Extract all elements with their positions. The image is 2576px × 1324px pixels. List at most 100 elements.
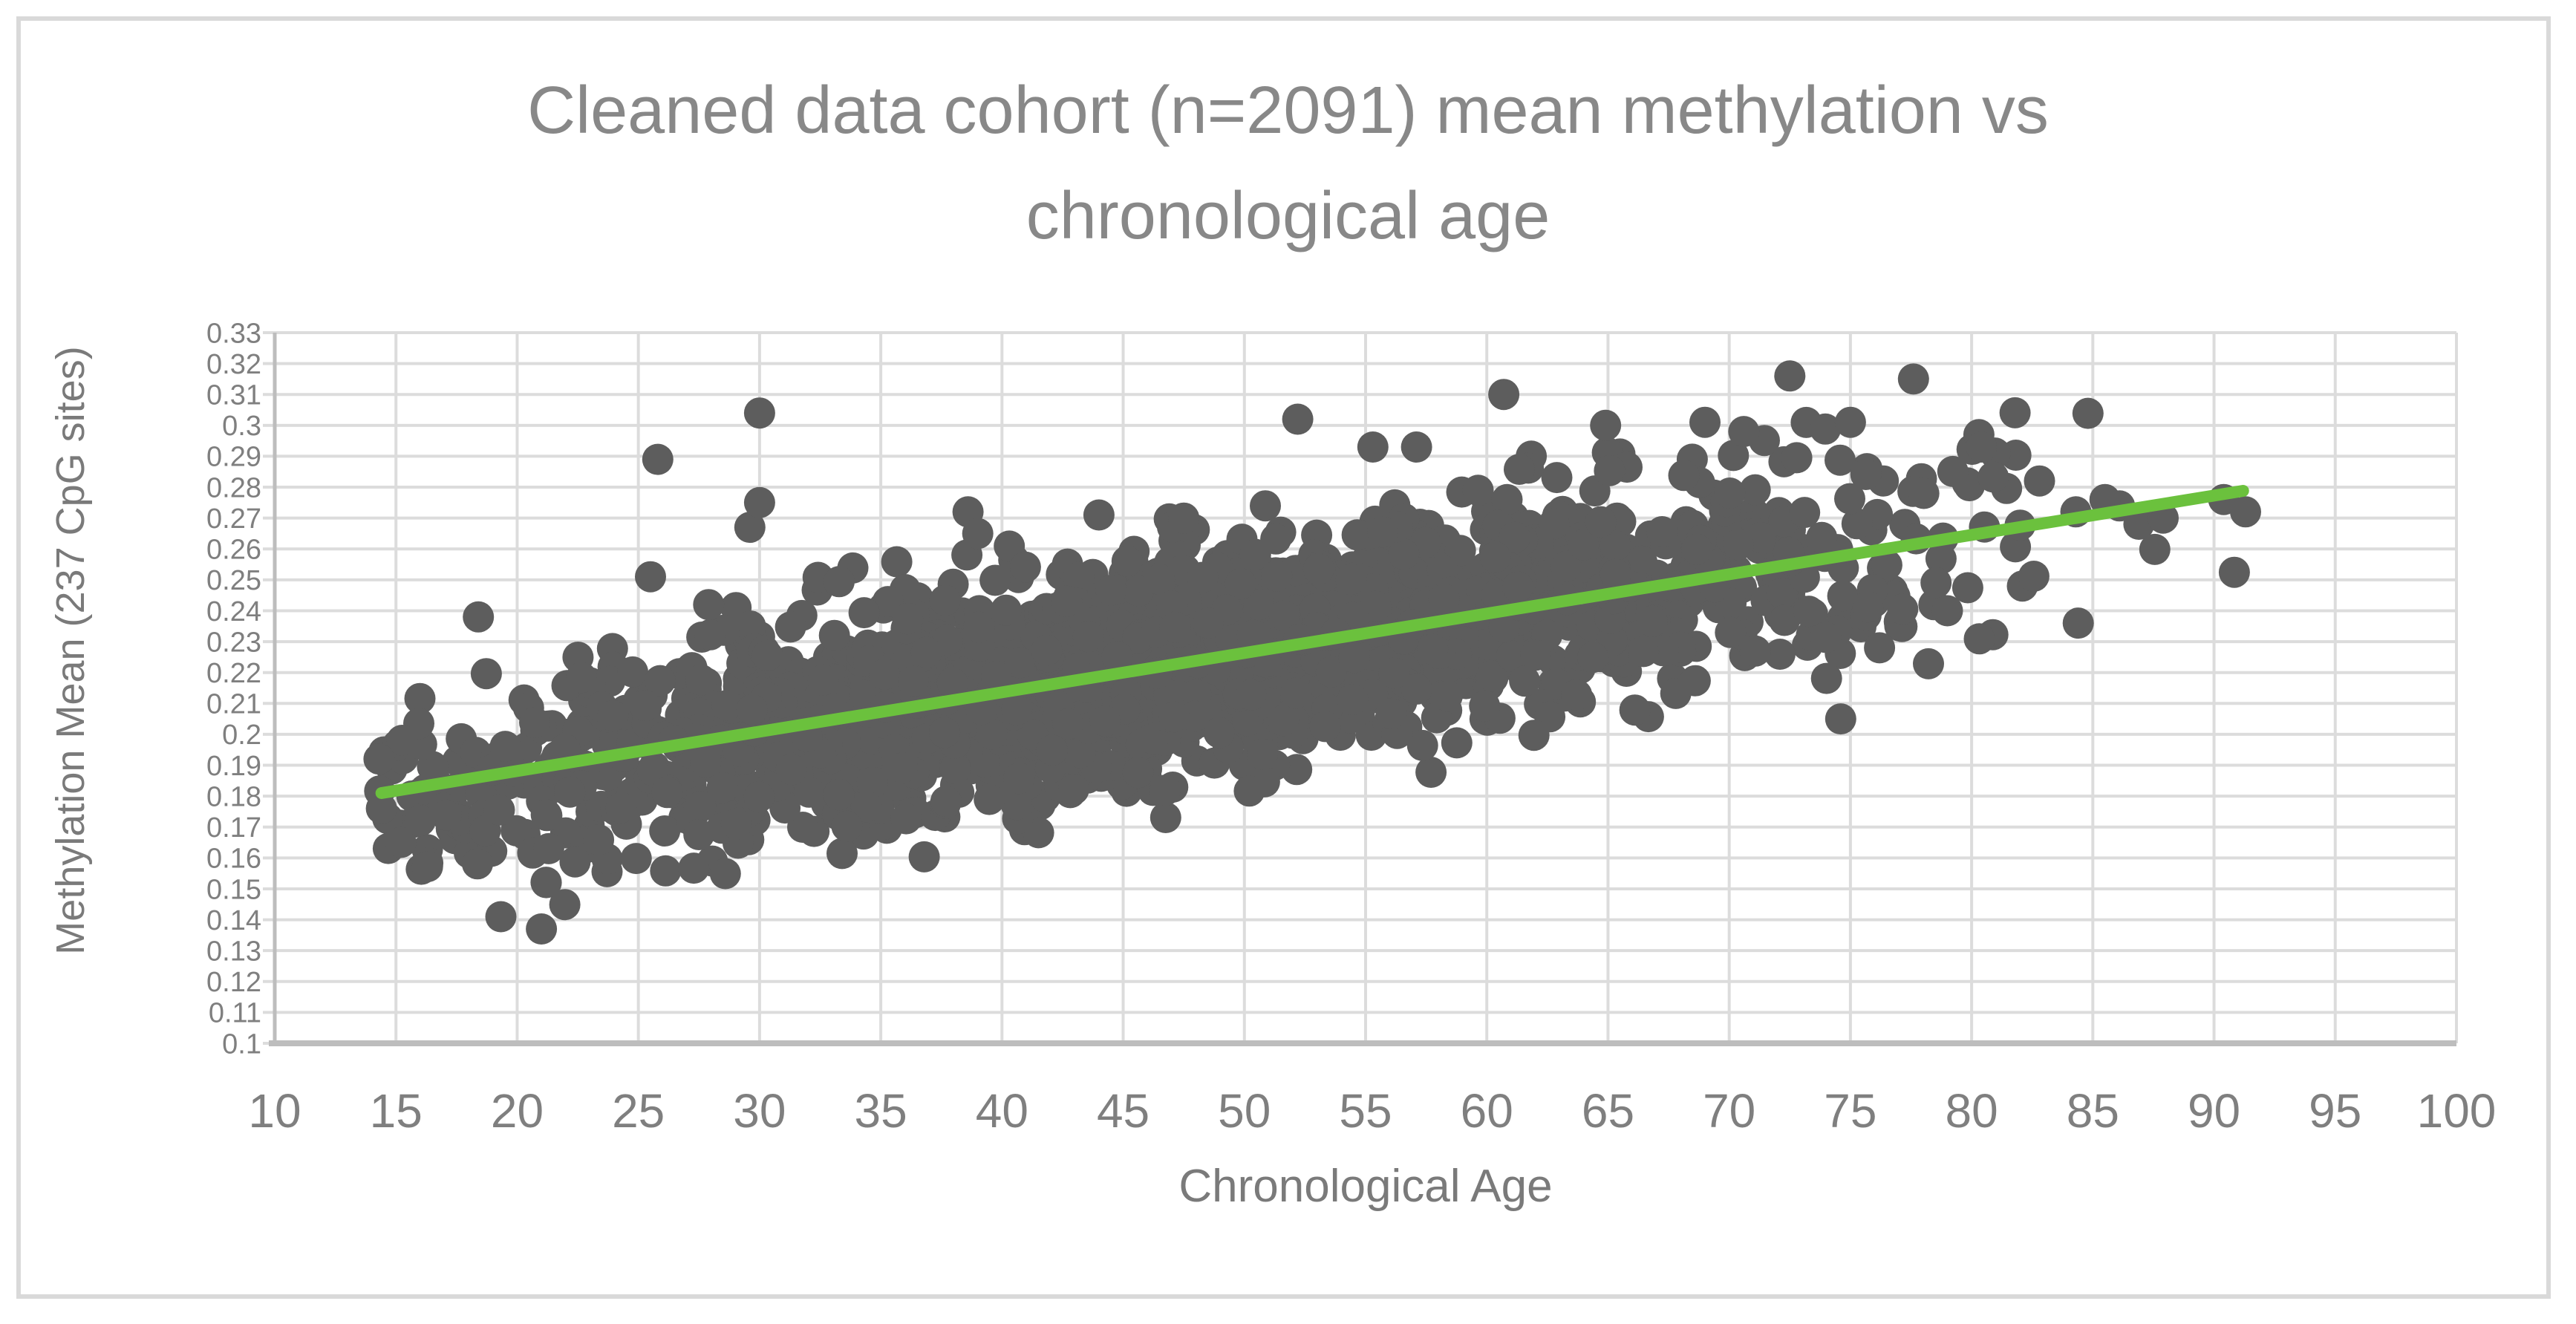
scatter-point — [1476, 660, 1507, 692]
scatter-point — [2072, 397, 2104, 429]
scatter-point — [1268, 705, 1300, 737]
scatter-point — [1496, 640, 1527, 672]
scatter-point — [365, 792, 397, 824]
scatter-point — [1561, 679, 1593, 711]
y-tick-label: 0.31 — [206, 380, 261, 411]
x-tick-label: 90 — [2188, 1084, 2240, 1138]
scatter-point — [1551, 550, 1582, 582]
scatter-point — [793, 776, 825, 808]
scatter-point — [711, 689, 743, 721]
scatter-point — [530, 799, 562, 831]
scatter-point — [649, 815, 681, 847]
scatter-point — [532, 832, 564, 864]
scatter-point — [683, 819, 715, 850]
scatter-point — [1499, 521, 1530, 553]
scatter-point — [1335, 564, 1367, 596]
y-tick-label: 0.25 — [206, 565, 261, 596]
scatter-point — [1852, 591, 1884, 623]
scatter-point — [1728, 416, 1760, 448]
x-tick-label: 65 — [1582, 1084, 1634, 1138]
scatter-point — [2139, 533, 2171, 565]
scatter-point — [930, 786, 962, 817]
x-tick-label: 60 — [1461, 1084, 1513, 1138]
scatter-point — [693, 589, 725, 621]
y-tick-label: 0.29 — [206, 442, 261, 473]
x-tick-label: 15 — [370, 1084, 423, 1138]
scatter-point — [2018, 561, 2050, 592]
scatter-point — [1406, 729, 1438, 761]
scatter-point — [1781, 442, 1813, 474]
scatter-point — [887, 752, 919, 784]
trend-line — [375, 485, 2249, 799]
x-axis-title: Chronological Age — [1178, 1161, 1553, 1212]
scatter-point — [1920, 567, 1952, 599]
scatter-point — [1415, 757, 1447, 788]
scatter-point — [892, 603, 924, 635]
scatter-point — [597, 699, 629, 731]
chart-title: Cleaned data cohort (n=2091) mean methyl… — [0, 58, 2576, 269]
scatter-point — [980, 661, 1012, 692]
scatter-point — [566, 662, 597, 694]
scatter-point — [1337, 684, 1369, 716]
scatter-point — [1619, 694, 1651, 726]
scatter-point — [1646, 516, 1678, 547]
scatter-point — [2123, 509, 2155, 540]
scatter-point — [1357, 431, 1389, 463]
scatter-point — [2024, 465, 2055, 497]
scatter-point — [936, 667, 968, 699]
scatter-point — [1739, 635, 1771, 667]
scatter-point — [826, 838, 858, 870]
scatter-point — [554, 776, 586, 808]
scatter-point — [818, 619, 850, 651]
x-tick-label: 80 — [1946, 1084, 1998, 1138]
scatter-point — [1341, 519, 1373, 551]
scatter-point — [908, 841, 940, 873]
scatter-point — [1834, 483, 1865, 515]
scatter-point — [1378, 657, 1410, 689]
scatter-point — [743, 486, 775, 518]
chart-title-line1: Cleaned data cohort (n=2091) mean methyl… — [527, 74, 2049, 148]
scatter-point — [1864, 632, 1896, 664]
scatter-point — [1268, 600, 1300, 632]
scatter-point — [1469, 690, 1501, 722]
scatter-point — [1144, 564, 1175, 596]
scatter-point — [1577, 642, 1609, 674]
scatter-point — [990, 594, 1022, 626]
scatter-point — [1243, 589, 1275, 620]
scatter-point — [1280, 677, 1312, 709]
scatter-point — [1897, 363, 1929, 395]
scatter-point — [636, 754, 668, 786]
scatter-point — [1628, 636, 1660, 668]
scatter-point — [1072, 621, 1104, 653]
scatter-point — [939, 753, 971, 784]
scatter-point — [1236, 679, 1267, 711]
scatter-point — [462, 848, 493, 880]
scatter-point — [1250, 490, 1281, 522]
y-tick-label: 0.14 — [206, 905, 261, 936]
scatter-point — [1338, 642, 1370, 674]
scatter-point — [1315, 656, 1347, 688]
scatter-point — [1810, 622, 1842, 653]
scatter-point — [1769, 604, 1800, 636]
scatter-point — [743, 781, 775, 813]
scatter-point — [530, 867, 562, 899]
scatter-point — [605, 792, 637, 824]
scatter-point — [526, 913, 558, 945]
scatter-point — [470, 658, 502, 690]
scatter-point — [1913, 648, 1944, 679]
scatter-point — [706, 772, 738, 803]
scatter-point — [678, 852, 710, 884]
y-tick-label: 0.24 — [206, 596, 261, 627]
x-tick-label: 20 — [491, 1084, 544, 1138]
scatter-point — [1375, 698, 1407, 729]
scatter-point — [1689, 406, 1721, 438]
scatter-point — [650, 855, 682, 887]
scatter-point — [1057, 774, 1089, 806]
scatter-point — [1502, 571, 1533, 603]
scatter-point — [831, 810, 863, 842]
scatter-point — [1963, 623, 1995, 655]
scatter-point — [1004, 647, 1036, 679]
scatter-point — [709, 858, 741, 890]
scatter-point — [651, 777, 683, 809]
